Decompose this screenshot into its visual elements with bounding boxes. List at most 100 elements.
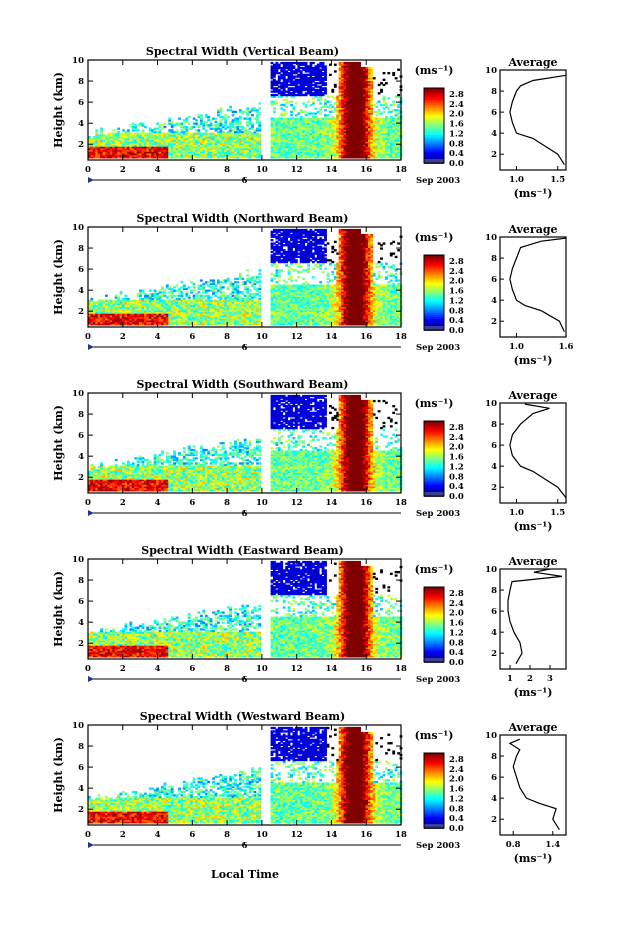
heatmap-cell xyxy=(146,133,149,135)
heatmap-cell xyxy=(300,62,303,64)
heatmap-cell xyxy=(373,118,376,120)
heatmap-cell xyxy=(312,116,315,118)
y-axis-label: Height (km) xyxy=(52,72,65,148)
heatmap-cell xyxy=(122,298,125,300)
heatmap-cell xyxy=(200,288,203,290)
heatmap-cell xyxy=(392,118,395,120)
colorbar-tick-label: 0.4 xyxy=(449,149,464,159)
avg-y-tick-label: 6 xyxy=(491,108,497,118)
colorbar: 2.82.42.01.61.20.80.40.0 xyxy=(424,88,464,169)
heatmap-cell xyxy=(244,118,247,120)
heatmap-cell xyxy=(363,67,366,69)
heatmap-cell xyxy=(246,129,249,131)
panel-title: Spectral Width (Vertical Beam) xyxy=(146,45,339,58)
heatmap-cell xyxy=(105,134,108,136)
heatmap-cell xyxy=(198,291,201,293)
heatmap-cell xyxy=(166,300,169,302)
heatmap-cell xyxy=(322,72,325,74)
heatmap-cell xyxy=(151,293,154,295)
x-tick-label: 2 xyxy=(120,165,126,175)
heatmap-cell xyxy=(232,298,235,300)
heatmap-cell xyxy=(334,107,337,109)
heatmap-cell xyxy=(305,62,308,64)
heatmap-cell xyxy=(276,80,279,82)
y-tick-label: 2 xyxy=(78,140,84,150)
heatmap-cell xyxy=(120,300,123,302)
heatmap-cell xyxy=(239,296,242,298)
heatmap-cell xyxy=(285,94,288,96)
heatmap-cell xyxy=(244,111,247,113)
heatmap-cell xyxy=(383,72,386,74)
average-panel: Average2468101.01.5(ms⁻¹) xyxy=(485,56,566,200)
heatmap-cell xyxy=(212,124,215,126)
heatmap-cell xyxy=(380,82,383,84)
heatmap-cell xyxy=(110,133,113,135)
heatmap-cell xyxy=(334,97,337,99)
heatmap-cell xyxy=(168,300,171,302)
heatmap-cell xyxy=(317,97,320,99)
heatmap-cell xyxy=(383,111,386,113)
heatmap-cell xyxy=(327,106,330,108)
heatmap-cell xyxy=(244,128,247,130)
heatmap-cell xyxy=(307,77,310,79)
heatmap-cell xyxy=(159,295,162,297)
heatmap-cell xyxy=(244,298,247,300)
heatmap-cell xyxy=(105,300,108,302)
heatmap-cell xyxy=(100,128,103,130)
x-tick-label: 4 xyxy=(155,165,161,175)
heatmap-cell xyxy=(90,138,93,140)
colorbar-tick-label: 0.8 xyxy=(449,139,464,149)
heatmap-cell xyxy=(198,285,201,287)
heatmap-cell xyxy=(176,298,179,300)
heatmap-cell xyxy=(353,62,356,64)
heatmap-cell xyxy=(202,295,205,297)
heatmap-cell xyxy=(168,291,171,293)
heatmap-cell xyxy=(164,123,167,125)
x-tick-label: 18 xyxy=(395,165,407,175)
heatmap-cell xyxy=(392,104,395,106)
heatmap-cell xyxy=(210,283,213,285)
heatmap-cell xyxy=(239,116,242,118)
heatmap-cell xyxy=(237,285,240,287)
heatmap-cell xyxy=(300,116,303,118)
heatmap-cell xyxy=(185,291,188,293)
heatmap-cell xyxy=(129,300,132,302)
heatmap-cell xyxy=(273,107,276,109)
heatmap-cell xyxy=(276,62,279,64)
heatmap-cell xyxy=(108,300,111,302)
heatmap-cell xyxy=(280,107,283,109)
heatmap-cell xyxy=(193,123,196,125)
heatmap-cell xyxy=(295,94,298,96)
heatmap-cell xyxy=(288,118,291,120)
heatmap-cell xyxy=(397,69,400,71)
heatmap-cell xyxy=(300,70,303,72)
heatmap-cell xyxy=(276,101,279,103)
avg-y-tick-label: 4 xyxy=(491,129,497,139)
heatmap-cell xyxy=(278,64,281,66)
heatmap-cell xyxy=(387,97,390,99)
heatmap-cell xyxy=(307,101,310,103)
heatmap-cell xyxy=(232,133,235,135)
heatmap-cell xyxy=(322,118,325,120)
heatmap-cell xyxy=(200,285,203,287)
heatmap-cell xyxy=(120,291,123,293)
heatmap-cell xyxy=(387,107,390,109)
heatmap-cell xyxy=(375,106,378,108)
heatmap-cell xyxy=(297,62,300,64)
heatmap-cell xyxy=(329,104,332,106)
heatmap-cell xyxy=(395,112,398,114)
heatmap-cell xyxy=(256,109,259,111)
heatmap-cell xyxy=(295,75,298,77)
heatmap-cell xyxy=(224,128,227,130)
heatmap-cell xyxy=(173,286,176,288)
heatmap-cell xyxy=(237,278,240,280)
heatmap-cell xyxy=(144,126,147,128)
heatmap-cell xyxy=(319,62,322,64)
heatmap-cell xyxy=(222,291,225,293)
heatmap-cell xyxy=(181,281,184,283)
heatmap-cell xyxy=(110,300,113,302)
heatmap-cell xyxy=(293,106,296,108)
colorbar-tick-label: 2.4 xyxy=(449,100,464,110)
